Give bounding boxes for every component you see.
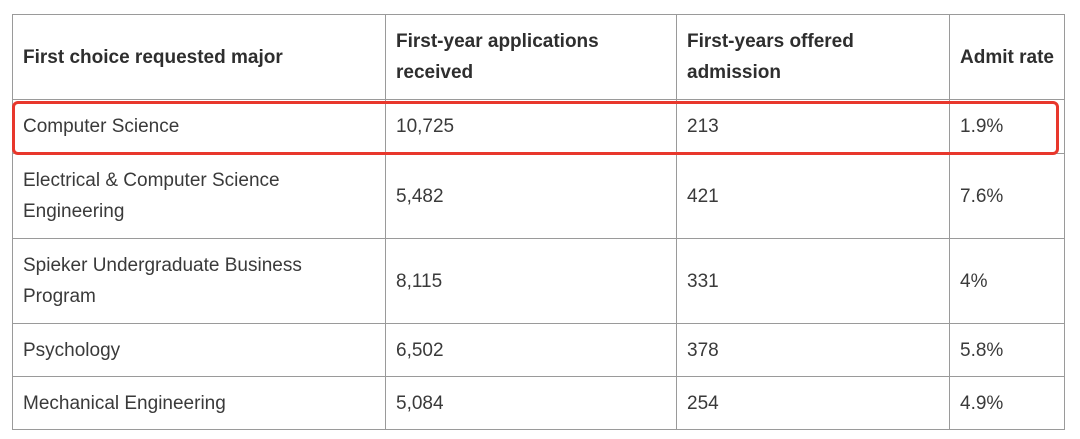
cell-major: Computer Science	[12, 99, 386, 154]
table-row: Mechanical Engineering 5,084 254 4.9%	[12, 376, 1065, 430]
cell-admit-rate: 4%	[949, 238, 1065, 324]
header-row: First choice requested major First-year …	[12, 14, 1065, 100]
header-major: First choice requested major	[12, 14, 386, 100]
table-row: Computer Science 10,725 213 1.9%	[12, 99, 1065, 154]
cell-major: Electrical & Computer Science Engineerin…	[12, 153, 386, 239]
cell-offered: 331	[676, 238, 950, 324]
cell-major: Spieker Undergraduate Business Program	[12, 238, 386, 324]
table-container: First choice requested major First-year …	[12, 14, 1065, 430]
cell-admit-rate: 7.6%	[949, 153, 1065, 239]
cell-offered: 378	[676, 323, 950, 377]
cell-admit-rate: 4.9%	[949, 376, 1065, 430]
header-offered: First-years offered admission	[676, 14, 950, 100]
cell-admit-rate: 1.9%	[949, 99, 1065, 154]
cell-applications: 5,084	[385, 376, 677, 430]
header-admit-rate: Admit rate	[949, 14, 1065, 100]
table-row: Psychology 6,502 378 5.8%	[12, 323, 1065, 377]
table-row: Electrical & Computer Science Engineerin…	[12, 153, 1065, 239]
cell-major: Psychology	[12, 323, 386, 377]
admissions-table: First choice requested major First-year …	[12, 14, 1065, 430]
cell-applications: 8,115	[385, 238, 677, 324]
cell-offered: 254	[676, 376, 950, 430]
cell-applications: 6,502	[385, 323, 677, 377]
cell-admit-rate: 5.8%	[949, 323, 1065, 377]
header-applications: First-year applications received	[385, 14, 677, 100]
cell-applications: 10,725	[385, 99, 677, 154]
cell-major: Mechanical Engineering	[12, 376, 386, 430]
cell-offered: 213	[676, 99, 950, 154]
table-row: Spieker Undergraduate Business Program 8…	[12, 238, 1065, 324]
cell-applications: 5,482	[385, 153, 677, 239]
cell-offered: 421	[676, 153, 950, 239]
